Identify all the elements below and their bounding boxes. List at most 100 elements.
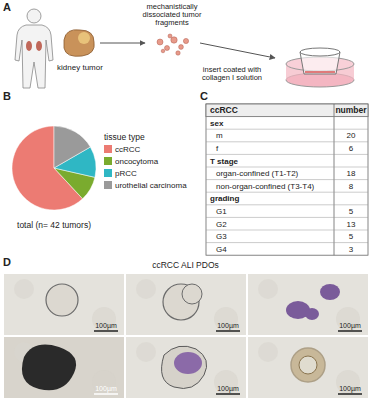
tumor-fragment [176,51,180,55]
tumor-fragment [165,46,170,51]
micrograph-bg [126,274,246,335]
table-number: 3 [349,245,354,254]
table-number: 5 [349,207,354,216]
texture [258,342,278,362]
tumor-label: kidney tumor [57,63,103,72]
table-row-line [206,192,368,193]
table-row-line [206,230,368,231]
kidney-left [26,41,32,51]
table-cell: G4 [216,245,227,254]
tumor-nodule [78,32,90,44]
texture [258,279,278,299]
micrograph: 100µm [126,274,246,335]
table-row-line [206,217,368,218]
figure: A B C Dkidney tumormechanisticallydissociat… [0,0,371,400]
table: ccRCCnumbersexm20f6T stageorgan-confined… [206,104,368,255]
insert-label: collagen I solution [202,73,262,82]
micrograph-bg [4,274,124,335]
legend-label: urothelial carcinoma [115,181,187,190]
legend-swatch [104,169,112,177]
scale-bar-label: 100µm [95,385,117,393]
organoid-core [174,352,202,374]
kidney-right [36,41,42,51]
chart-title: total (n= 42 tumors) [17,220,91,230]
organoid [320,284,340,300]
organoid [162,346,207,388]
table-row-line [206,167,368,168]
pie-chart: total (n= 42 tumors)tissue typeccRCConco… [12,126,187,230]
scale-bar-label: 100µm [339,322,361,330]
texture [136,342,156,362]
table-header: number [335,105,367,115]
table-number: 20 [347,131,356,140]
panel-label: B [3,90,11,102]
organoid [305,308,319,320]
micrograph: 100µm [248,274,368,335]
table-row-line [206,129,368,130]
scale-bar [94,393,118,395]
scale-bar-label: 100µm [95,322,117,330]
pie-slice [54,126,90,168]
table-number: 5 [349,232,354,241]
fragments-label: fragments [155,18,189,27]
texture [92,370,116,394]
legend-swatch [104,181,112,189]
table-cell: G1 [216,207,227,216]
micrograph-bg [248,274,368,335]
tumor-fragment [179,45,184,50]
micrographs: ccRCC ALI PDOs100µm100µm100µm100µm100µm1… [4,260,368,398]
table-header: ccRCC [210,105,238,115]
scale-bar [338,330,362,332]
table-cell: m [216,131,223,140]
table-number: 8 [349,182,354,191]
table-row-line [206,154,368,155]
panel-label: C [200,90,208,102]
panel-label: D [3,256,11,268]
texture [14,279,34,299]
table-cell: organ-confined (T1-T2) [216,169,299,178]
tumor-fragment [157,39,163,45]
slices [12,126,96,210]
micrograph-bg [248,337,368,398]
tumor-fragment [161,49,165,53]
table-group: sex [210,119,224,128]
panel-label: A [3,1,11,13]
legend-label: ccRCC [115,145,141,154]
scale-bar-label: 100µm [339,385,361,393]
table-cell: G2 [216,220,227,229]
micrograph: 100µm [4,274,124,335]
tumor-fragment [171,37,177,43]
scale-bar [338,393,362,395]
texture [136,279,156,299]
texture [214,307,238,331]
texture [336,307,360,331]
scale-bar [94,330,118,332]
figure-head [27,9,41,23]
micrograph: 100µm [4,337,124,398]
texture [336,370,360,394]
figure-body [15,25,53,88]
texture [92,307,116,331]
table-header-bg [206,104,368,117]
legend: tissue typeccRCConcocytomapRCCurothelial… [104,132,187,190]
legend-title: tissue type [104,132,145,142]
legend-swatch [104,157,112,165]
micrograph: 100µm [248,337,368,398]
organoid [182,284,202,304]
tumor-fragment [168,34,172,38]
arrow [100,43,145,44]
table-row-line [206,179,368,180]
scale-bar [216,393,240,395]
table-cell: f [216,144,219,153]
table-group: grading [210,194,239,203]
micrographs-title: ccRCC ALI PDOs [152,260,219,270]
table-number: 13 [347,220,356,229]
organoid-core [299,356,317,374]
table-row-line [206,116,368,117]
organoid [291,348,325,382]
organoid [46,284,78,316]
schematic: kidney tumormechanisticallydissociated t… [15,2,354,88]
table-number: 6 [349,144,354,153]
texture [214,370,238,394]
table-cell: G3 [216,232,227,241]
